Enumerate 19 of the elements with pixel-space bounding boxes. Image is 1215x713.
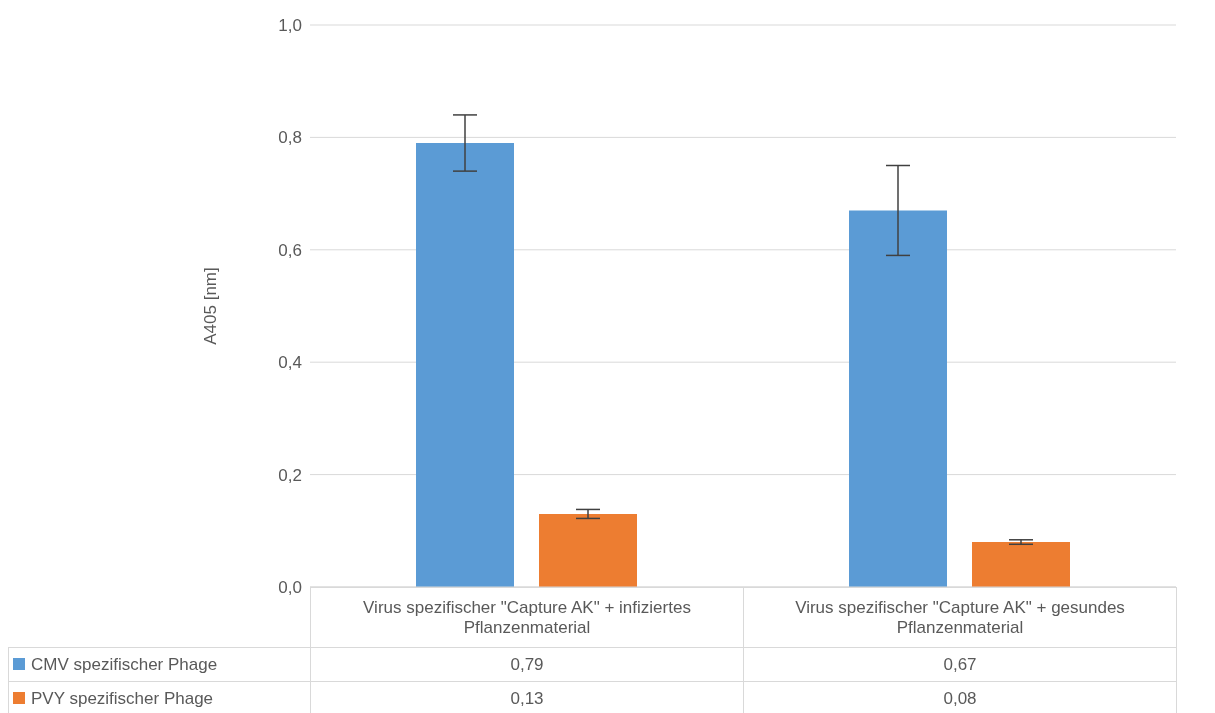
x-tick-label: Virus spezifischer "Capture AK" + gesundes Pflanzenmaterial — [794, 597, 1126, 638]
data-label: 0,08 — [743, 681, 1177, 713]
y-axis-title: A405 [nm] — [201, 267, 221, 345]
y-tick-label: 0,2 — [278, 465, 302, 485]
bar — [416, 143, 514, 587]
x-tick-label: Virus spezifischer "Capture AK" + infiziertes Pflanzenmaterial — [362, 597, 692, 638]
legend-label: CMV spezifischer Phage — [8, 647, 311, 682]
bar — [849, 210, 947, 587]
y-tick-label: 0,0 — [278, 578, 302, 598]
data-label: 0,79 — [310, 647, 744, 682]
bar — [539, 513, 637, 587]
data-label: 0,13 — [310, 681, 744, 713]
y-tick-label: 0,4 — [278, 353, 302, 373]
y-tick-label: 1,0 — [278, 16, 302, 36]
y-tick-label: 0,6 — [278, 240, 302, 260]
legend-label: PVY spezifischer Phage — [8, 681, 311, 713]
data-label: 0,67 — [743, 647, 1177, 682]
bar — [972, 542, 1070, 587]
y-tick-label: 0,8 — [278, 128, 302, 148]
